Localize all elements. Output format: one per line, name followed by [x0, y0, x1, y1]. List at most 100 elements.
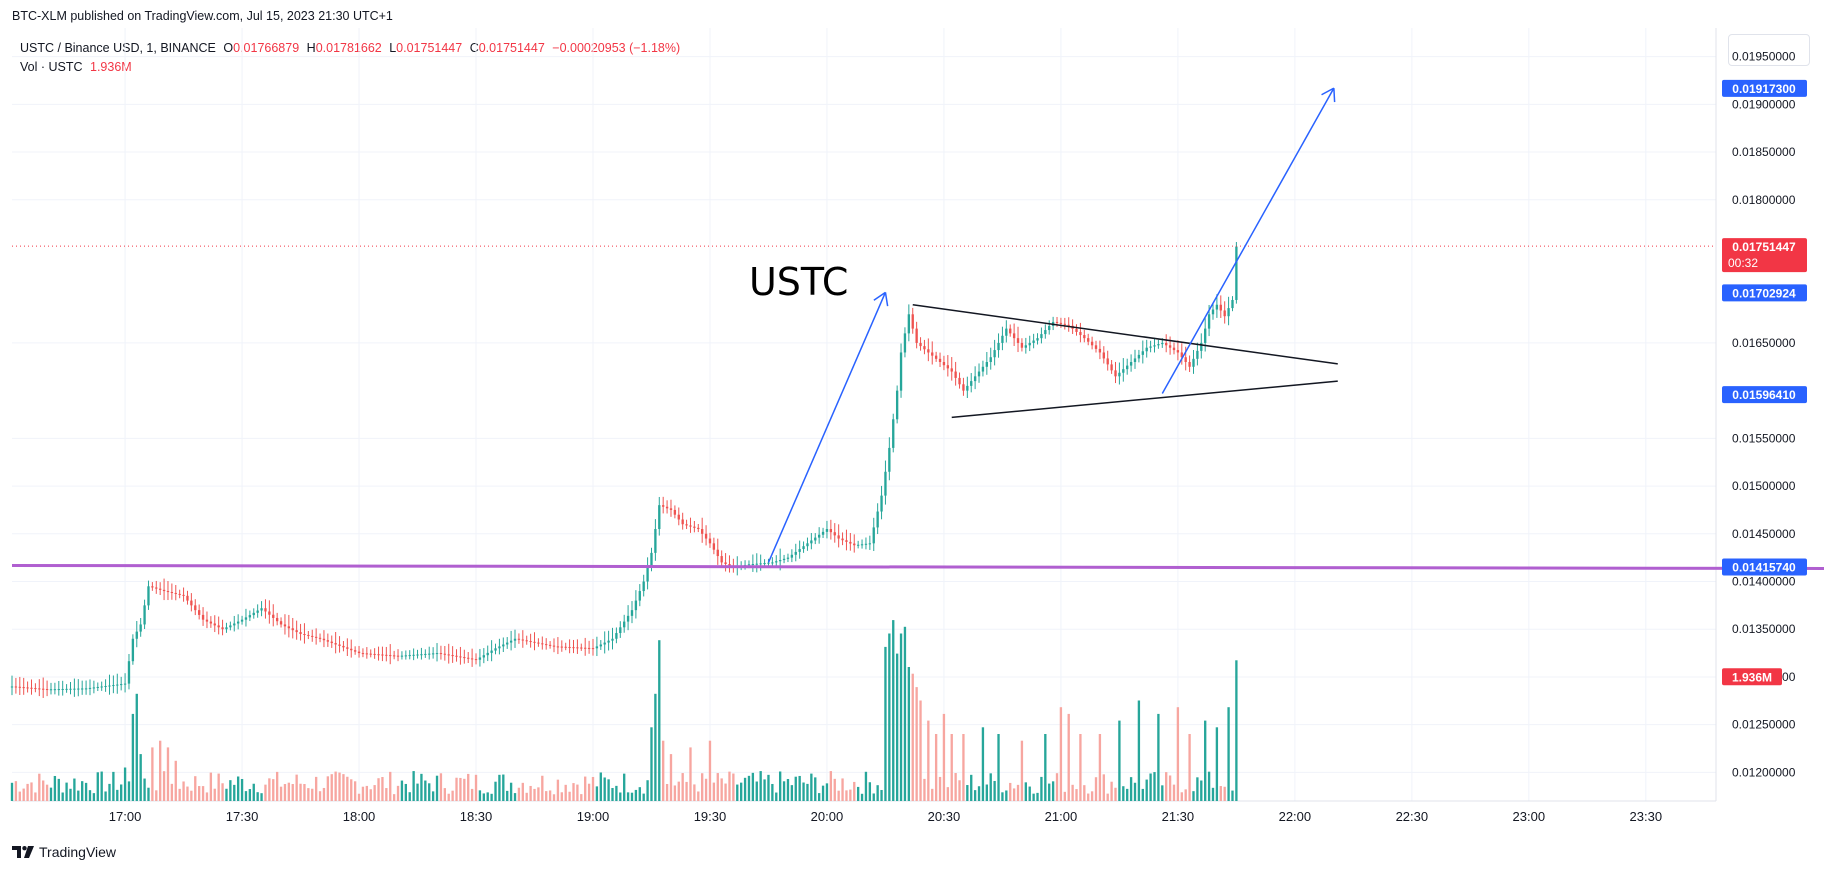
volume-bar	[1231, 790, 1234, 801]
volume-bar	[907, 667, 911, 801]
candle-body	[162, 589, 166, 592]
candle-body	[970, 381, 973, 386]
volume-bar	[174, 760, 177, 801]
volume-bar	[1106, 793, 1109, 801]
volume-bar	[720, 778, 723, 801]
legend-low-value: 0.01751447	[396, 41, 463, 55]
candle-body	[73, 688, 76, 690]
volume-bar	[104, 791, 107, 801]
volume-bar	[821, 785, 825, 801]
volume-bar	[455, 777, 458, 801]
chart-corner-control[interactable]	[1728, 34, 1810, 66]
volume-bar	[201, 786, 205, 801]
volume-bar	[428, 783, 431, 801]
candle-body	[14, 686, 18, 688]
candle-body	[451, 655, 454, 657]
candle-body	[973, 376, 977, 382]
candle-body	[1028, 342, 1031, 346]
volume-bar	[794, 776, 797, 801]
volume-bar	[482, 793, 485, 801]
candle-body	[1184, 357, 1187, 363]
candle-body	[580, 647, 583, 649]
y-tick-label: 0.01200000	[1732, 765, 1796, 779]
volume-bar	[120, 784, 123, 801]
volume-bar	[346, 776, 349, 801]
volume-label-text: 1.936M	[1732, 670, 1772, 684]
tradingview-footer: TradingView	[12, 844, 116, 860]
volume-bar	[576, 784, 579, 801]
legend-volume-label[interactable]: Vol · USTC	[20, 60, 83, 74]
volume-bar	[1122, 786, 1125, 801]
candle-body	[876, 511, 879, 528]
volume-bar	[1016, 784, 1020, 801]
volume-bar	[541, 775, 544, 801]
volume-bar	[611, 788, 614, 801]
volume-bar	[954, 773, 957, 801]
price-label-text: 0.01917300	[1732, 82, 1796, 96]
candle-body	[619, 627, 622, 634]
candle-body	[919, 342, 922, 347]
candle-body	[498, 646, 501, 649]
volume-bar	[408, 792, 411, 801]
candle-body	[424, 653, 427, 655]
candle-body	[794, 551, 797, 555]
volume-bar	[26, 783, 29, 801]
candle-body	[1176, 350, 1180, 353]
candle-body	[888, 447, 891, 472]
candle-body	[139, 624, 142, 632]
candle-body	[377, 654, 380, 656]
volume-bar	[798, 775, 801, 801]
candle-body	[1020, 342, 1024, 348]
candle-body	[201, 614, 205, 620]
volume-bar	[233, 784, 236, 801]
candle-body	[182, 594, 185, 596]
volume-bar	[981, 727, 985, 801]
candle-body	[283, 624, 287, 627]
volume-bar	[966, 785, 969, 801]
volume-bar	[244, 791, 248, 801]
candle-body	[720, 556, 723, 563]
volume-bar	[665, 783, 669, 801]
candle-body	[892, 419, 895, 448]
volume-bar	[49, 787, 53, 801]
candle-body	[872, 527, 875, 544]
candle-body	[576, 647, 579, 649]
candle-body	[533, 641, 536, 643]
y-tick-label: 0.01350000	[1732, 622, 1796, 636]
y-tick-label: 0.01650000	[1732, 336, 1796, 350]
candle-body	[1231, 299, 1234, 309]
volume-bar	[162, 771, 166, 801]
candle-body	[751, 564, 755, 566]
volume-bar	[724, 783, 727, 801]
volume-bar	[459, 777, 462, 801]
legend-symbol[interactable]: USTC / Binance USD, 1, BINANCE	[20, 41, 216, 55]
y-tick-label: 0.01450000	[1732, 527, 1796, 541]
volume-bar	[771, 783, 774, 801]
volume-bar	[537, 787, 540, 801]
volume-bar	[1102, 774, 1105, 801]
candle-body	[564, 646, 567, 648]
legend-open-label: O	[223, 41, 234, 55]
volume-bar	[1196, 777, 1199, 801]
volume-bar	[1192, 791, 1195, 801]
volume-bar	[81, 781, 84, 801]
volume-bar	[338, 772, 341, 801]
breakout-arrow-2	[1161, 87, 1336, 394]
candle-body	[84, 688, 88, 690]
volume-bar	[728, 771, 731, 801]
volume-bar	[416, 783, 419, 801]
volume-bar	[782, 781, 786, 801]
volume-bar	[307, 788, 310, 801]
volume-bar	[513, 793, 517, 801]
volume-bar	[1129, 777, 1133, 801]
volume-bar	[1098, 734, 1102, 801]
candle-body	[22, 687, 25, 689]
volume-bar	[1009, 782, 1012, 801]
volume-bar	[69, 788, 72, 801]
candle-body	[977, 371, 981, 377]
candle-body	[1067, 324, 1070, 326]
volume-bar	[389, 771, 392, 801]
volume-bar	[560, 792, 563, 801]
volume-bar	[626, 792, 630, 801]
